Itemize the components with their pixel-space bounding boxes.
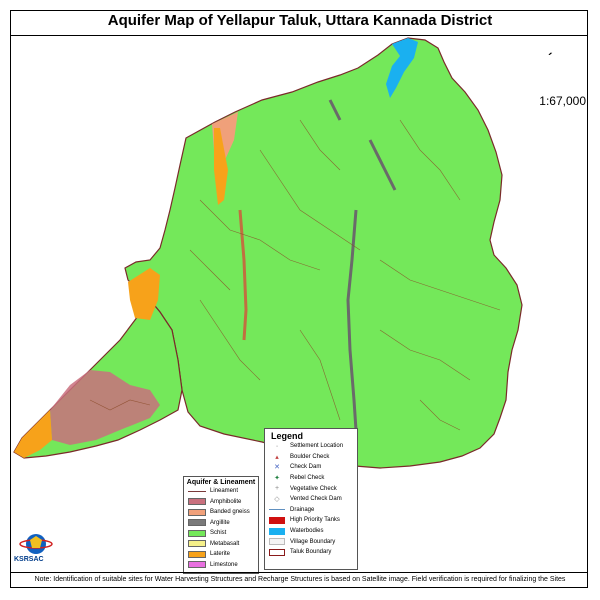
drainage-network [89,119,501,431]
aquifer-legend-item: Limestone [184,560,258,571]
aquifer-legend-item: Schist [184,528,258,539]
aquifer-legend-item: Argillite [184,518,258,529]
logo-label: KSRSAC [14,556,44,563]
legend-item: ✕ Check Dam [265,462,357,473]
aquifer-legend-item: Banded gneiss [184,507,258,518]
star-icon: ✦ [274,475,280,483]
north-arrow-icon: ´ [548,50,553,66]
legend-item: + Vegetative Check [265,483,357,494]
map-legend: Legend · Settlement Location ▴ Boulder Che… [264,428,358,570]
legend-item: Drainage [265,505,357,516]
legend-item: Village Boundary [265,536,357,547]
legend-item: ◇ Vented Check Dam [265,494,357,505]
legend-item: ▴ Boulder Check [265,452,357,463]
argillite-band-east [346,209,358,431]
aquifer-legend-item: Metabasalt [184,539,258,550]
blue-box-icon [269,527,285,535]
triangle-icon: ▴ [275,453,279,461]
note-divider [10,572,588,573]
legend-item: Taluk Boundary [265,547,357,558]
map-title: Aquifer Map of Yellapur Taluk, Uttara Ka… [107,12,493,29]
argillite-band-n [328,99,342,121]
aquifer-legend-heading: Aquifer & Lineament [186,479,256,486]
footnote: Note: Identification of suitable sites f… [34,576,566,583]
diamond-icon: ◇ [274,496,280,504]
legend-item: · Settlement Location [265,441,357,452]
red-box-icon [269,516,285,524]
waterbody-north [386,38,418,98]
plus-icon: + [274,485,280,493]
title-divider [10,35,588,36]
legend-heading: Legend [271,431,304,441]
x-icon: ✕ [274,464,280,472]
dot-icon: · [275,442,279,450]
outline-box-icon [269,548,285,556]
line-icon [269,506,285,513]
argillite-band-central [238,209,248,341]
laterite-zone-west [128,268,160,320]
map-frame [10,10,588,588]
argillite-band-ne [368,139,397,191]
aquifer-legend: Aquifer & Lineament Lineament Amphibolit… [183,476,259,574]
aquifer-legend-item: Lineament [184,486,258,497]
legend-item: Waterbodies [265,526,357,537]
aquifer-legend-item: Amphibolite [184,497,258,508]
taluk-region-schist [124,37,523,469]
legend-item: High Priority Tanks [265,515,357,526]
aquifer-legend-item: Laterite [184,549,258,560]
laterite-zone-sw [14,410,52,458]
legend-item: ✦ Rebel Check [265,473,357,484]
white-box-icon [269,538,285,546]
ksrsac-logo-icon [19,534,53,554]
laterite-band [214,128,228,205]
map-scale: 1:67,000 [539,94,586,108]
